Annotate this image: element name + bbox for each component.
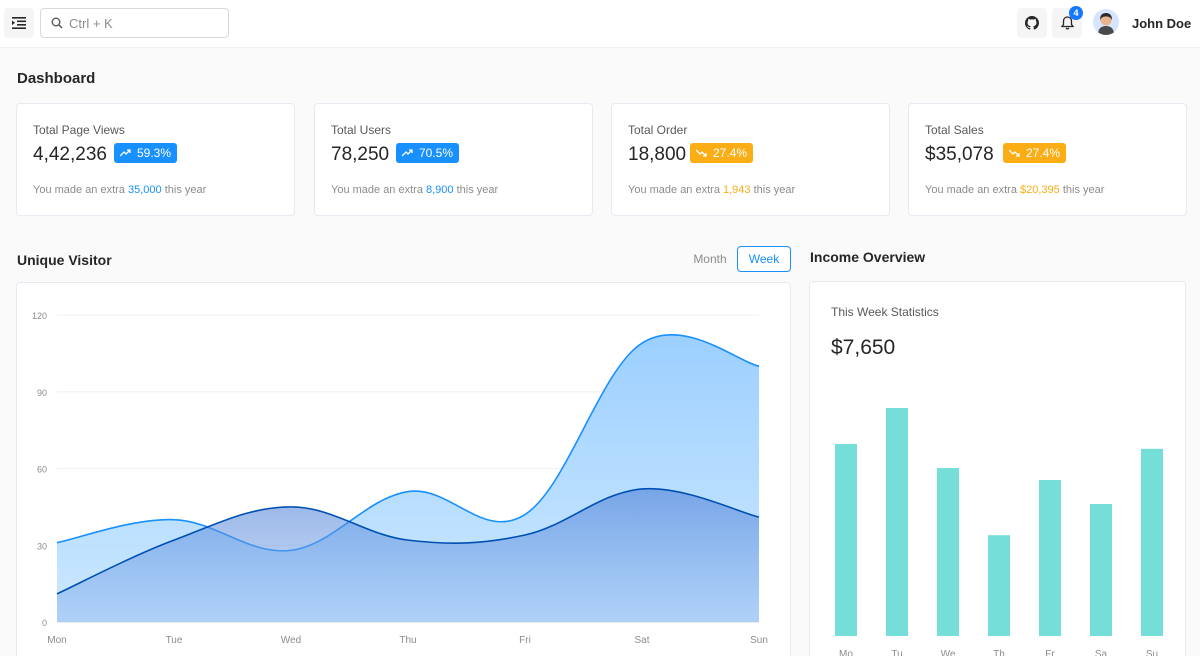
stat-note-suffix: this year	[453, 184, 499, 196]
stat-percentage-badge: 27.4%	[690, 143, 754, 163]
y-tick-label: 30	[37, 541, 47, 551]
menu-icon	[12, 17, 26, 29]
y-tick-label: 90	[37, 388, 47, 398]
x-tick-label: We	[941, 649, 956, 656]
income-bar	[988, 535, 1010, 636]
x-tick-label: Su	[1146, 649, 1158, 656]
y-tick-label: 60	[37, 465, 47, 475]
income-bar	[1141, 448, 1163, 636]
stat-note-prefix: You made an extra	[628, 184, 723, 196]
stat-note-suffix: this year	[161, 184, 207, 196]
notification-button[interactable]: 4	[1052, 6, 1083, 38]
notification-count-badge: 4	[1069, 6, 1083, 20]
stat-label: Total Users	[331, 123, 392, 137]
income-bar	[886, 408, 908, 636]
week-toggle-button[interactable]: Week	[737, 246, 791, 272]
x-tick-label: Th	[993, 649, 1005, 656]
stat-percentage-badge: 59.3%	[114, 143, 178, 163]
menu-toggle-button[interactable]	[4, 8, 34, 38]
stat-note-value: 35,000	[128, 184, 162, 196]
search-icon	[51, 17, 63, 29]
search-box[interactable]	[40, 8, 229, 38]
github-button[interactable]	[1017, 8, 1047, 38]
page-title: Dashboard	[17, 70, 96, 87]
stat-percentage: 70.5%	[419, 146, 454, 160]
trend-down-icon	[1009, 149, 1020, 157]
x-tick-label: Thu	[399, 635, 416, 646]
stat-note-suffix: this year	[750, 184, 796, 196]
top-bar: 4 John Doe	[0, 0, 1200, 48]
income-subtitle: This Week Statistics	[831, 305, 939, 319]
stat-note-suffix: this year	[1059, 184, 1105, 196]
x-tick-label: Mon	[47, 635, 66, 646]
stat-note-prefix: You made an extra	[331, 184, 426, 196]
income-overview-panel: This Week Statistics $7,650 Mo Tu We Th Fr Sa…	[809, 281, 1186, 656]
x-tick-label: Sat	[634, 635, 649, 646]
income-total: $7,650	[831, 336, 896, 359]
x-tick-label: Fr	[1045, 649, 1055, 656]
x-tick-label: Tu	[891, 649, 902, 656]
stat-card: Total Order 18,800 You made an extra 1,943…	[611, 103, 890, 216]
income-bar	[937, 468, 959, 636]
stat-value: 4,42,236	[33, 144, 107, 165]
stat-note: You made an extra 1,943 this year	[628, 184, 795, 196]
income-bar-chart: Mo Tu We Th Fr Sa Su	[835, 408, 1163, 656]
github-icon	[1025, 16, 1039, 30]
income-bar	[1039, 480, 1061, 636]
stat-note-value: 8,900	[426, 184, 454, 196]
unique-visitor-title: Unique Visitor	[17, 252, 112, 268]
stat-card: Total Page Views 4,42,236 You made an extr…	[16, 103, 295, 216]
income-bar	[1090, 504, 1112, 636]
x-tick-label: Fri	[519, 635, 531, 646]
stat-value: 18,800	[628, 144, 687, 165]
stat-label: Total Page Views	[33, 123, 125, 137]
stat-value: $35,078	[925, 144, 994, 165]
y-tick-label: 120	[32, 311, 47, 321]
stat-label: Total Sales	[925, 123, 984, 137]
user-avatar-icon	[1093, 9, 1119, 35]
stat-note: You made an extra $20,395 this year	[925, 184, 1104, 196]
unique-visitor-chart-panel: 0 30 60 90 120 Mon Tue Wed Thu Fri Sat Sun	[16, 282, 791, 656]
stat-note-value: $20,395	[1020, 184, 1060, 196]
x-tick-label: Wed	[281, 635, 301, 646]
unique-visitor-area-chart: 0 30 60 90 120 Mon Tue Wed Thu Fri Sat Sun	[32, 311, 768, 646]
x-tick-label: Mo	[839, 649, 853, 656]
income-overview-title: Income Overview	[810, 249, 926, 265]
stat-percentage: 27.4%	[1026, 146, 1061, 160]
month-toggle-button[interactable]: Month	[693, 252, 727, 266]
stat-percentage: 27.4%	[713, 146, 748, 160]
user-name[interactable]: John Doe	[1132, 16, 1192, 31]
stat-percentage: 59.3%	[137, 146, 172, 160]
stat-label: Total Order	[628, 123, 688, 137]
x-tick-label: Sa	[1095, 649, 1108, 656]
trend-up-icon	[402, 149, 413, 157]
stat-percentage-badge: 70.5%	[396, 143, 460, 163]
stat-note-value: 1,943	[723, 184, 751, 196]
income-bar	[835, 444, 857, 636]
stat-percentage-badge: 27.4%	[1003, 143, 1067, 163]
trend-up-icon	[120, 149, 131, 157]
bell-icon	[1060, 16, 1074, 30]
stat-note-prefix: You made an extra	[925, 184, 1020, 196]
stat-value: 78,250	[331, 144, 390, 165]
stat-note-prefix: You made an extra	[33, 184, 128, 196]
stat-card: Total Sales $35,078 You made an extra $20,…	[908, 103, 1187, 216]
series-line	[56, 334, 760, 552]
search-input[interactable]	[69, 15, 209, 31]
x-tick-label: Tue	[166, 635, 183, 646]
stat-note: You made an extra 35,000 this year	[33, 184, 206, 196]
series-line	[56, 487, 760, 595]
stat-note: You made an extra 8,900 this year	[331, 184, 498, 196]
x-tick-label: Sun	[750, 635, 768, 646]
y-tick-label: 0	[42, 618, 47, 628]
avatar[interactable]	[1093, 9, 1119, 35]
series-area	[57, 488, 759, 622]
trend-down-icon	[696, 149, 707, 157]
